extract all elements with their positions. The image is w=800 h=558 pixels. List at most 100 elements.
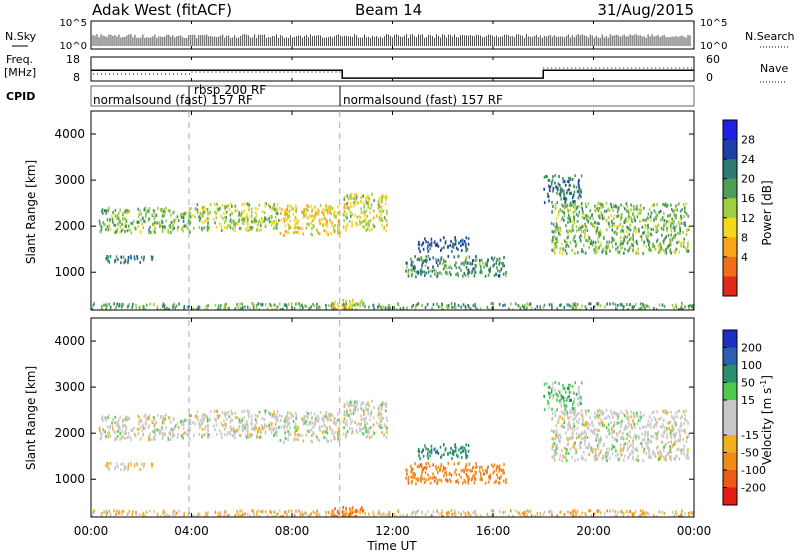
velocity-cell xyxy=(626,437,628,440)
power-cell xyxy=(268,204,270,207)
power-cell xyxy=(280,232,282,235)
power-cell xyxy=(670,248,672,251)
velocity-cell xyxy=(102,419,104,422)
power-cell xyxy=(108,207,110,210)
velocity-cell xyxy=(631,450,633,453)
velocity-cell xyxy=(615,437,617,440)
velocity-cell xyxy=(568,511,570,514)
velocity-cell xyxy=(372,511,374,514)
power-cell xyxy=(112,218,114,221)
power-cell xyxy=(434,273,436,276)
velocity-cell xyxy=(657,451,659,454)
velocity-cell xyxy=(453,453,455,456)
velocity-cell xyxy=(670,441,672,444)
velocity-cell xyxy=(617,511,619,514)
velocity-cell xyxy=(465,481,467,484)
power-cell xyxy=(148,231,150,234)
power-cell xyxy=(128,225,130,228)
power-cell xyxy=(601,250,603,253)
power-cell xyxy=(311,215,313,218)
colorbar-swatch xyxy=(723,470,737,488)
velocity-cell xyxy=(443,474,445,477)
power-cell xyxy=(591,223,593,226)
velocity-cell xyxy=(274,415,276,418)
velocity-cell xyxy=(101,514,103,517)
power-cell xyxy=(568,177,570,180)
velocity-cell xyxy=(535,515,537,518)
power-cell xyxy=(458,304,460,307)
power-cell xyxy=(286,208,288,211)
velocity-cell xyxy=(435,465,437,468)
power-cell xyxy=(443,246,445,249)
velocity-cell xyxy=(363,409,365,412)
velocity-cell xyxy=(110,462,112,465)
power-cell xyxy=(188,228,190,231)
velocity-cell xyxy=(194,422,196,425)
velocity-cell xyxy=(351,428,353,431)
velocity-cell xyxy=(173,428,175,431)
power-cell xyxy=(427,267,429,270)
power-cell xyxy=(559,251,561,254)
velocity-cell xyxy=(312,510,314,513)
power-cell xyxy=(257,208,259,211)
velocity-cell xyxy=(349,401,351,404)
velocity-cell xyxy=(145,413,147,416)
power-cell xyxy=(226,226,228,229)
velocity-cell xyxy=(185,431,187,434)
power-cell xyxy=(435,270,437,273)
power-cell xyxy=(427,303,429,306)
noise-right-tick-bottom: 10^0 xyxy=(700,41,727,52)
power-cell xyxy=(361,211,363,214)
power-colorbar-label: Power [dB] xyxy=(760,180,774,245)
velocity-cell xyxy=(502,511,504,514)
power-cell xyxy=(551,211,553,214)
power-cell xyxy=(101,226,103,229)
velocity-cell xyxy=(455,480,457,483)
velocity-cell xyxy=(131,513,133,516)
power-cell xyxy=(406,262,408,265)
power-cell xyxy=(578,196,580,199)
velocity-cell xyxy=(472,511,474,514)
power-cell xyxy=(607,244,609,247)
velocity-cell xyxy=(504,511,506,514)
velocity-cell xyxy=(453,462,455,465)
velocity-cell xyxy=(138,432,140,435)
velocity-cell xyxy=(289,417,291,420)
power-cell xyxy=(600,203,602,206)
power-cell xyxy=(425,240,427,243)
power-cell xyxy=(253,307,255,310)
power-cell xyxy=(606,202,608,205)
y-tick-label: 2000 xyxy=(54,426,85,440)
velocity-cell xyxy=(572,446,574,449)
power-cell xyxy=(620,243,622,246)
velocity-cell xyxy=(609,448,611,451)
power-cell xyxy=(393,306,395,309)
velocity-cell xyxy=(153,510,155,513)
velocity-cell xyxy=(145,421,147,424)
velocity-cell xyxy=(265,430,267,433)
velocity-cell xyxy=(577,510,579,513)
power-cell xyxy=(644,227,646,230)
power-cell xyxy=(642,219,644,222)
power-cell xyxy=(258,220,260,223)
colorbar-swatch xyxy=(723,120,737,140)
power-cell xyxy=(600,214,602,217)
velocity-cell xyxy=(656,410,658,413)
power-cell xyxy=(642,232,644,235)
power-cell xyxy=(337,212,339,215)
power-cell xyxy=(202,208,204,211)
velocity-cell xyxy=(294,430,296,433)
velocity-cell xyxy=(670,434,672,437)
power-cell xyxy=(422,242,424,245)
velocity-cell xyxy=(149,510,151,513)
power-cell xyxy=(555,227,557,230)
colorbar-swatch xyxy=(723,237,737,257)
power-cell xyxy=(348,197,350,200)
power-cell xyxy=(359,222,361,225)
velocity-cell xyxy=(201,422,203,425)
power-cell xyxy=(306,222,308,225)
power-cell xyxy=(441,256,443,259)
velocity-cell xyxy=(578,386,580,389)
power-cell xyxy=(565,224,567,227)
power-cell xyxy=(417,302,419,305)
